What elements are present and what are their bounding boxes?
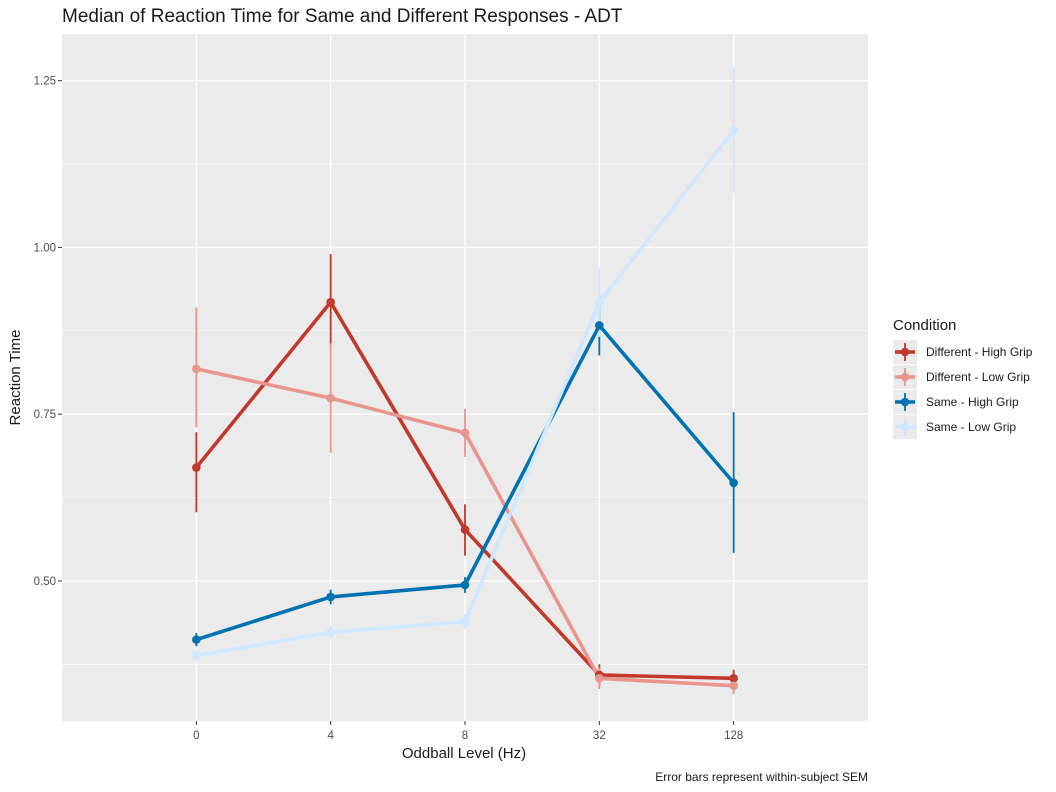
data-point (326, 592, 335, 602)
chart-title: Median of Reaction Time for Same and Dif… (62, 6, 623, 27)
data-point (326, 627, 335, 637)
y-tick-label: 0.50 (34, 576, 56, 588)
legend-key-point (900, 422, 910, 432)
data-point (595, 321, 604, 330)
legend-key-point (900, 347, 910, 357)
data-point (595, 297, 604, 307)
series-points (192, 125, 738, 690)
legend-title: Condition (893, 317, 956, 334)
data-point (460, 428, 470, 438)
data-point (192, 651, 201, 660)
data-point (192, 635, 201, 644)
data-point (729, 125, 738, 135)
data-point (729, 674, 738, 683)
data-point (326, 297, 335, 307)
x-tick-label: 0 (193, 730, 199, 742)
data-point (729, 478, 738, 488)
data-point (729, 681, 738, 690)
data-point (460, 580, 470, 590)
legend-label: Same - Low Grip (926, 420, 1016, 434)
y-tick-label: 0.75 (34, 409, 56, 421)
legend-label: Different - Low Grip (926, 370, 1030, 384)
data-point (460, 617, 470, 626)
y-tick-label: 1.25 (34, 76, 56, 88)
data-point (460, 525, 470, 534)
x-tick-label: 4 (327, 730, 334, 742)
legend-label: Different - High Grip (926, 345, 1033, 359)
legend: Condition Different - High Grip Different… (893, 317, 1033, 439)
data-point (192, 463, 201, 472)
data-point (192, 364, 201, 374)
x-tick-label: 128 (724, 730, 743, 742)
y-axis-title: Reaction Time (7, 330, 24, 426)
x-axis-title: Oddball Level (Hz) (402, 745, 526, 762)
data-point (595, 674, 604, 683)
x-tick-label: 32 (593, 730, 606, 742)
x-tick-label: 8 (462, 730, 468, 742)
data-point (326, 393, 335, 403)
legend-key-point (900, 372, 910, 382)
chart-caption: Error bars represent within-subject SEM (655, 770, 868, 784)
y-tick-label: 1.00 (34, 242, 56, 254)
x-axis: 0 4 8 32 128 (193, 721, 743, 742)
legend-key-point (900, 397, 910, 407)
y-axis: 0.50 0.75 1.00 1.25 (34, 76, 62, 588)
legend-label: Same - High Grip (926, 395, 1019, 409)
